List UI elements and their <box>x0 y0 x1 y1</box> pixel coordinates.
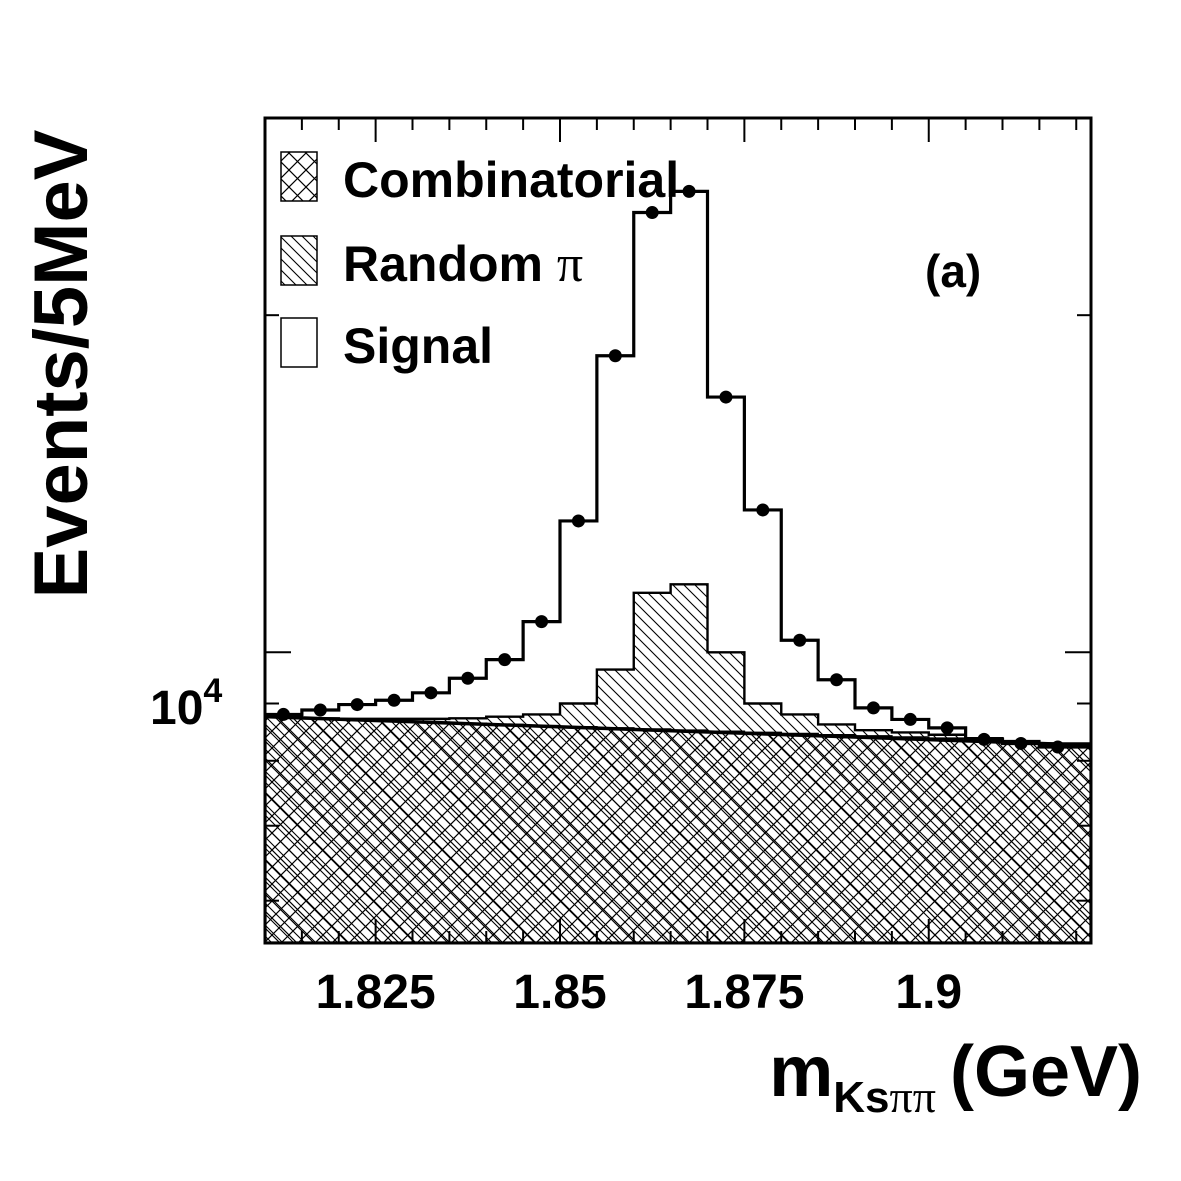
x-tick-label: 1.825 <box>316 966 436 1019</box>
data-point <box>756 503 770 517</box>
data-point <box>940 721 954 735</box>
plot-area <box>265 184 1091 943</box>
y-tick-base: 10 <box>150 682 203 735</box>
data-point <box>571 514 585 528</box>
x-tick-label: 1.85 <box>513 966 606 1019</box>
x-tick-labels: 1.825 1.85 1.875 1.9 <box>316 966 963 1019</box>
legend-entry-signal: Signal <box>280 317 493 374</box>
legend-entry-combinatorial: Combinatorial <box>280 151 679 208</box>
x-axis-label-unit: (GeV) <box>950 1032 1142 1112</box>
data-point <box>608 349 622 363</box>
background-fit-line <box>265 714 1091 747</box>
data-point <box>313 703 327 717</box>
plot-frame <box>263 116 1093 945</box>
legend-label-combinatorial: Combinatorial <box>343 152 679 208</box>
data-point <box>645 206 659 220</box>
data-point <box>793 633 807 647</box>
data-point <box>682 184 696 198</box>
legend-label-random-pi: Random π <box>343 236 583 293</box>
y-tick-exponent: 4 <box>203 672 222 710</box>
data-point <box>1051 740 1065 754</box>
legend-label-random-text: Random <box>343 236 557 292</box>
legend-swatch-signal <box>280 317 318 368</box>
data-point <box>977 732 991 746</box>
data-point <box>276 707 290 721</box>
x-axis-label-main: m <box>769 1032 833 1112</box>
legend-swatch-random-pi <box>280 235 318 286</box>
legend-label-random-pi-symbol: π <box>557 236 583 293</box>
panel-label: (a) <box>925 245 981 297</box>
data-point <box>350 698 364 712</box>
data-point <box>1014 736 1028 750</box>
data-point <box>498 653 512 667</box>
x-axis-label: mKsππ (GeV) <box>769 1032 1142 1122</box>
y-axis-label: Events/5MeV <box>19 129 104 598</box>
combinatorial-area <box>265 716 1091 943</box>
x-tick-label: 1.9 <box>895 966 962 1019</box>
data-point <box>719 390 733 404</box>
x-axis-label-sub-greek: ππ <box>890 1071 936 1122</box>
y-tick-label-1e4: 104 <box>150 672 222 735</box>
axis-ticks <box>264 117 1091 943</box>
legend: Combinatorial Random π Signal <box>280 151 679 374</box>
data-point <box>866 701 880 715</box>
legend-swatch-combinatorial <box>280 151 318 202</box>
data-point <box>424 686 438 700</box>
legend-label-signal: Signal <box>343 318 493 374</box>
data-point <box>830 673 844 687</box>
data-point <box>903 712 917 726</box>
legend-entry-random-pi: Random π <box>280 235 583 293</box>
data-point <box>535 615 549 629</box>
data-point <box>461 671 475 685</box>
data-point <box>387 693 401 707</box>
combinatorial-histogram <box>265 716 1091 943</box>
x-tick-label: 1.875 <box>684 966 804 1019</box>
x-axis-label-sub: Ks <box>833 1073 889 1122</box>
data-points <box>276 184 1065 754</box>
fit-curve <box>265 714 1091 747</box>
